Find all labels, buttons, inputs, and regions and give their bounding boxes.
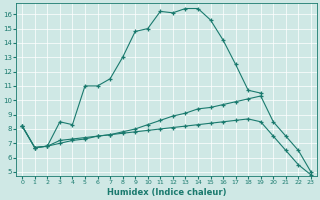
X-axis label: Humidex (Indice chaleur): Humidex (Indice chaleur)	[107, 188, 226, 197]
